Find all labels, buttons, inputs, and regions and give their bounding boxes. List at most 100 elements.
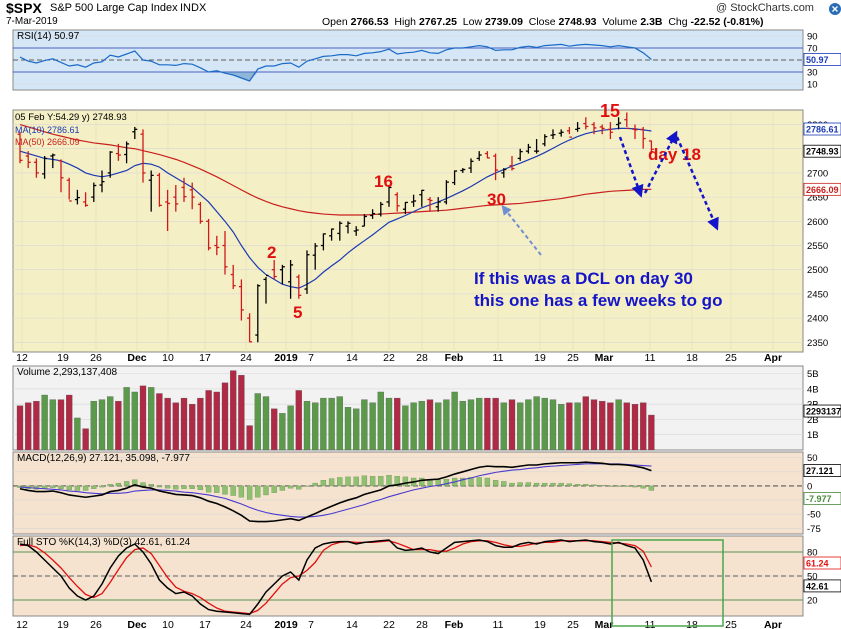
macd-histogram-bar bbox=[238, 485, 245, 498]
x-axis-label: 25 bbox=[725, 619, 737, 629]
macd-histogram-bar bbox=[615, 485, 622, 487]
macd-histogram-bar bbox=[492, 480, 499, 487]
macd-signal-line bbox=[19, 463, 652, 518]
volume-bar bbox=[82, 428, 89, 451]
ma10-legend: MA(10) 2786.61 bbox=[15, 125, 80, 135]
ma10-value-tag: 2786.61 bbox=[806, 125, 839, 135]
volume-bar bbox=[295, 390, 302, 451]
exchange: INDX bbox=[180, 2, 207, 14]
volume-bar bbox=[607, 402, 614, 451]
label-30: 30 bbox=[487, 190, 506, 209]
macd-hist-tag-box bbox=[803, 492, 841, 505]
volume-bar bbox=[467, 399, 475, 451]
macd-histogram-bar bbox=[132, 479, 138, 487]
volume-bar bbox=[279, 413, 286, 451]
symbol: $SPX bbox=[6, 0, 42, 16]
macd-histogram-bar bbox=[443, 478, 450, 487]
volume-bar bbox=[66, 394, 73, 451]
volume-bar bbox=[205, 390, 212, 451]
volume-bar bbox=[25, 402, 32, 451]
macd-tick: -75 bbox=[807, 524, 821, 535]
volume-bar bbox=[435, 402, 442, 451]
macd-tick: 50 bbox=[807, 453, 818, 464]
x-axis-label: 19 bbox=[57, 619, 69, 629]
pointer-arrow bbox=[501, 204, 542, 256]
x-axis-label: 19 bbox=[534, 619, 546, 629]
macd-histogram-bar bbox=[599, 485, 605, 487]
price-tick: 2650 bbox=[807, 193, 828, 204]
rsi-line bbox=[19, 43, 652, 82]
volume-bar bbox=[156, 393, 163, 451]
volume-bar bbox=[213, 391, 220, 451]
macd-histogram-bar bbox=[287, 485, 294, 489]
x-axis-label: 11 bbox=[493, 619, 504, 629]
macd-histogram-bar bbox=[525, 482, 532, 487]
macd-histogram-bar bbox=[156, 485, 163, 488]
macd-histogram-bar bbox=[345, 476, 351, 487]
x-axis-label: 11 bbox=[645, 619, 656, 629]
volume-bar bbox=[410, 402, 417, 451]
x-axis-label: Mar bbox=[595, 352, 614, 364]
volume-bar bbox=[615, 399, 622, 451]
sto-k-tag: 42.61 bbox=[806, 581, 829, 591]
volume-bar bbox=[254, 393, 261, 451]
x-axis-label: 19 bbox=[57, 352, 69, 364]
x-axis-label: Apr bbox=[764, 619, 782, 629]
price-tick: 2450 bbox=[807, 289, 828, 300]
macd-histogram-bar bbox=[607, 485, 614, 487]
volume-bar bbox=[451, 391, 458, 451]
macd-histogram-bar bbox=[558, 482, 564, 487]
price-tick: 2600 bbox=[807, 217, 828, 228]
volume-bar bbox=[533, 396, 540, 451]
volume-bar bbox=[107, 396, 114, 451]
macd-histogram-bar bbox=[197, 485, 204, 491]
macd-value-tag-box bbox=[803, 464, 841, 477]
volume-bar bbox=[246, 425, 253, 451]
close-icon[interactable] bbox=[829, 2, 841, 16]
volume-bar bbox=[230, 370, 237, 451]
quote-bar: Open 2766.53 High 2767.25 Low 2739.09 Cl… bbox=[322, 16, 764, 28]
volume-bar bbox=[385, 397, 393, 451]
macd-histogram-bar bbox=[566, 483, 573, 487]
projection-arrow-down bbox=[618, 136, 644, 198]
volume-bar bbox=[312, 402, 319, 451]
macd-histogram-bar bbox=[353, 476, 359, 487]
macd-histogram-bar bbox=[91, 485, 97, 489]
macd-histogram-bar bbox=[640, 485, 646, 489]
volume-bar bbox=[287, 405, 294, 451]
macd-histogram-bar bbox=[74, 485, 81, 491]
volume-bar bbox=[16, 405, 24, 451]
price-tick: 2700 bbox=[807, 168, 828, 179]
volume-bar bbox=[41, 394, 48, 451]
macd-histogram-bar bbox=[214, 485, 220, 493]
x-axis-label: 10 bbox=[162, 619, 174, 629]
x-axis-label: Dec bbox=[127, 619, 146, 629]
x-axis-label: 26 bbox=[90, 352, 102, 364]
volume-bar bbox=[377, 391, 384, 451]
sto-d-tag-box bbox=[803, 556, 841, 570]
sto-tick: 20 bbox=[807, 596, 818, 607]
sto-label: Full STO %K(14,3) %D(3) 42.61, 61.24 bbox=[17, 537, 191, 548]
price-tick: 2350 bbox=[807, 338, 828, 349]
macd-tick: -50 bbox=[807, 510, 821, 521]
ma50-line bbox=[19, 123, 652, 216]
close-value-tag: 2748.93 bbox=[806, 147, 839, 157]
x-axis-label: 24 bbox=[240, 352, 252, 364]
macd-histogram-bar bbox=[246, 485, 253, 500]
ma10-line bbox=[19, 127, 652, 289]
projection-arrow-up bbox=[643, 130, 678, 194]
macd-histogram-bar bbox=[386, 475, 392, 487]
macd-histogram-bar bbox=[460, 477, 466, 487]
macd-histogram-bar bbox=[189, 485, 195, 489]
volume-bar bbox=[74, 417, 81, 451]
macd-histogram-bar bbox=[107, 484, 113, 487]
x-axis-label: 22 bbox=[383, 352, 395, 364]
volume-bar bbox=[271, 408, 278, 451]
volume-bar bbox=[402, 405, 409, 451]
ma50-value-tag: 2666.09 bbox=[806, 185, 839, 195]
macd-histogram-bar bbox=[624, 485, 630, 487]
macd-histogram-bar bbox=[312, 482, 318, 487]
macd-value-tag: 27.121 bbox=[806, 466, 834, 476]
volume-tick: 4B bbox=[807, 384, 819, 395]
macd-histogram-bar bbox=[255, 485, 261, 498]
